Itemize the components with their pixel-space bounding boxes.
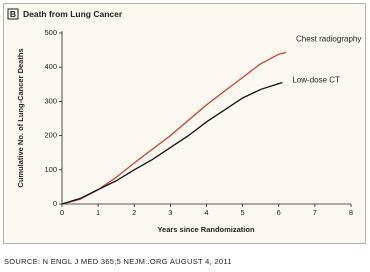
- source-note: SOURCE: N ENGL J MED 365;5 NEJM..ORG AUG…: [4, 257, 232, 266]
- x-tick-label: 0: [60, 208, 64, 217]
- chart-title: Death from Lung Cancer: [23, 9, 123, 19]
- x-tick-label: 4: [204, 208, 208, 217]
- x-tick-label: 6: [277, 208, 281, 217]
- x-axis-label: Years since Randomization: [157, 225, 255, 234]
- series-label: Chest radiography: [296, 35, 361, 44]
- series-label: Low-dose CT: [292, 76, 340, 85]
- x-tick-label: 3: [168, 208, 172, 217]
- y-tick-label: 100: [44, 165, 57, 174]
- y-tick-label: 0: [53, 199, 57, 208]
- x-tick-label: 7: [313, 208, 317, 217]
- y-tick-label: 400: [44, 62, 57, 71]
- x-tick-label: 2: [132, 208, 136, 217]
- x-tick-label: 5: [241, 208, 245, 217]
- series-line: [61, 81, 283, 205]
- panel-label-box: [7, 8, 19, 20]
- y-axis-label: Cumulative No. of Lung-Cancer Deaths: [16, 48, 25, 187]
- y-tick-label: 200: [44, 131, 57, 140]
- x-tick-label: 1: [96, 208, 100, 217]
- y-tick-label: 300: [44, 96, 57, 105]
- panel-label: B: [10, 9, 16, 19]
- y-tick-label: 500: [44, 28, 57, 37]
- x-tick-label: 8: [349, 208, 353, 217]
